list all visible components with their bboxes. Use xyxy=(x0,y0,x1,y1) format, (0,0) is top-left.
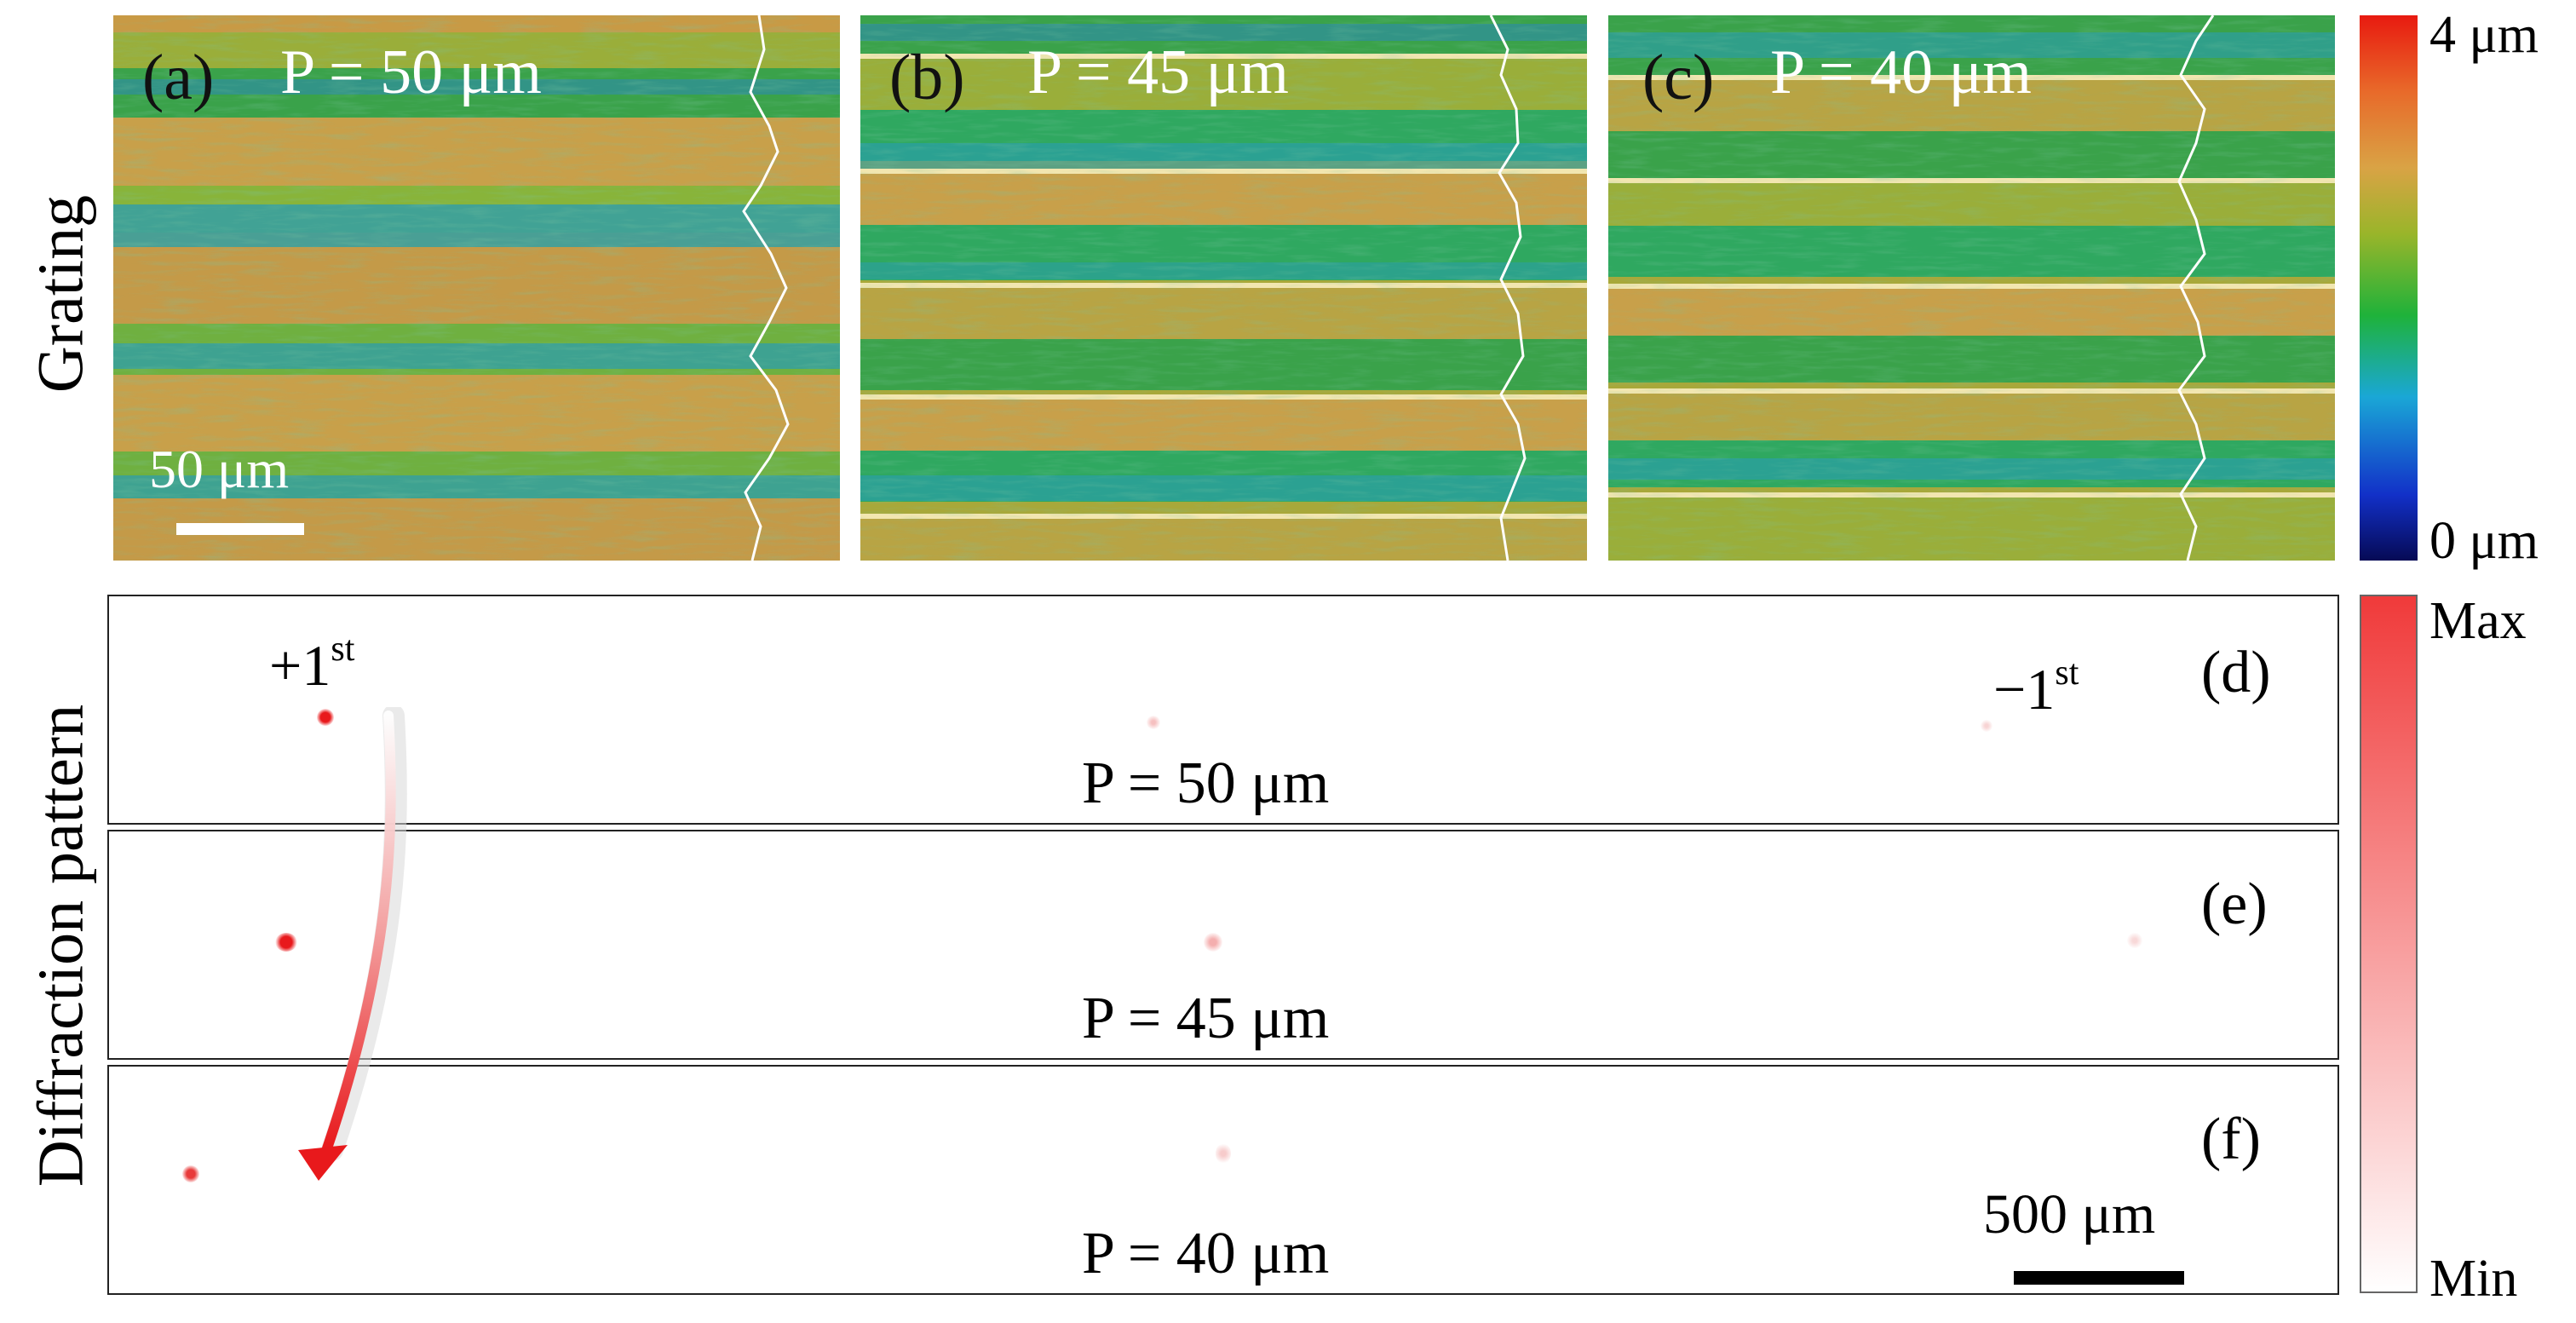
period-label-b: P = 45 μm xyxy=(1027,37,1289,107)
zero-order-spot-d xyxy=(1147,716,1160,729)
first-order-spot-minus-e xyxy=(2127,933,2142,948)
zero-order-spot-e xyxy=(1204,933,1222,952)
panel-label-b: (b) xyxy=(889,42,965,113)
first-order-spot-plus-e xyxy=(275,933,297,952)
first-order-spot-plus-f xyxy=(182,1165,199,1182)
intensity-colorbar-max-label: Max xyxy=(2429,592,2527,650)
panel-label-c: (c) xyxy=(1642,42,1715,113)
scale-text-a: 50 μm xyxy=(149,439,290,499)
diffraction-panel-d: +1st −1st (d) P = 50 μm xyxy=(107,595,2339,825)
grating-panel-a: (a) P = 50 μm 50 μm xyxy=(113,15,840,561)
panel-label-f: (f) xyxy=(2201,1107,2261,1172)
zero-order-spot-f xyxy=(1216,1143,1231,1164)
trend-arrow-head xyxy=(298,1145,348,1181)
grating-panel-b: (b) P = 45 μm xyxy=(860,15,1587,561)
diffraction-panel-e: (e) P = 45 μm xyxy=(107,830,2339,1060)
scale-text-f: 500 μm xyxy=(1983,1183,2156,1245)
panel-label-e: (e) xyxy=(2201,871,2268,937)
period-label-e: P = 45 μm xyxy=(1082,986,1330,1051)
grating-surface-c xyxy=(1608,15,2335,561)
first-order-spot-minus-d xyxy=(1981,720,1992,732)
order-label-minus-suffix: st xyxy=(2055,653,2079,693)
height-colorbar-min-label: 0 μm xyxy=(2429,512,2539,570)
period-label-d: P = 50 μm xyxy=(1082,751,1330,816)
period-label-a: P = 50 μm xyxy=(280,37,542,107)
height-colorbar xyxy=(2360,15,2418,561)
height-profile-a xyxy=(742,15,790,561)
height-colorbar-max-label: 4 μm xyxy=(2429,6,2539,64)
height-profile-c xyxy=(2177,15,2215,561)
period-label-f: P = 40 μm xyxy=(1082,1221,1330,1286)
order-label-minus-first: −1st xyxy=(1993,653,2079,723)
grating-surface-a xyxy=(113,15,840,561)
scale-bar-f xyxy=(2014,1271,2184,1285)
grating-panel-c: (c) P = 40 μm xyxy=(1608,15,2335,561)
first-order-spot-plus-d xyxy=(317,709,334,726)
intensity-colorbar-min-label: Min xyxy=(2429,1250,2518,1308)
grating-surface-b xyxy=(860,15,1587,561)
order-label-plus-first: +1st xyxy=(269,630,355,699)
diffraction-panel-f: (f) P = 40 μm 500 μm xyxy=(107,1065,2339,1295)
panel-label-d: (d) xyxy=(2201,640,2271,705)
row-label-grating: Grating xyxy=(25,194,97,394)
row-label-diffraction-pattern: Diffraction pattern xyxy=(25,704,97,1188)
order-label-plus-suffix: st xyxy=(331,630,355,669)
intensity-colorbar xyxy=(2360,595,2418,1293)
order-label-minus-number: −1 xyxy=(1993,657,2056,722)
panel-label-a: (a) xyxy=(142,42,215,113)
order-label-plus-number: +1 xyxy=(269,633,331,698)
trend-arrow xyxy=(298,707,407,1181)
period-label-c: P = 40 μm xyxy=(1770,37,2032,107)
scale-bar-a xyxy=(176,523,304,535)
height-profile-b xyxy=(1489,15,1527,561)
